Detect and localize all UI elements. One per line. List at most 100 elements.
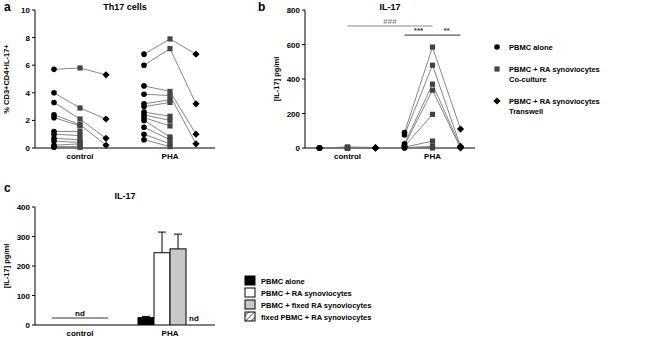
y-axis-label: [IL-17] pg/ml bbox=[272, 57, 281, 102]
chart-title: IL-17 bbox=[114, 191, 135, 201]
legend-swatch bbox=[245, 312, 255, 321]
data-point bbox=[192, 51, 199, 58]
x-tick-label: PHA bbox=[162, 329, 179, 338]
error-cap bbox=[142, 316, 150, 317]
pair-line bbox=[144, 115, 170, 121]
pair-line bbox=[320, 147, 348, 148]
y-tick-label: 0 bbox=[26, 144, 31, 153]
pair-line bbox=[54, 115, 80, 125]
plot-area bbox=[317, 44, 464, 151]
data-point bbox=[102, 115, 109, 122]
data-point bbox=[141, 125, 147, 131]
error-cap bbox=[174, 234, 182, 235]
data-point bbox=[345, 145, 350, 150]
pair-line bbox=[80, 68, 106, 75]
legend-line: Co-culture bbox=[509, 75, 547, 84]
y-tick bbox=[302, 148, 305, 149]
pair-line bbox=[348, 147, 376, 148]
error-cap bbox=[158, 232, 166, 233]
data-point bbox=[372, 144, 379, 151]
data-point bbox=[345, 145, 350, 150]
legend-label: PBMC alone bbox=[509, 43, 553, 52]
pair-line bbox=[433, 65, 461, 146]
pair-line bbox=[144, 39, 170, 54]
y-tick bbox=[302, 44, 305, 45]
data-point bbox=[51, 100, 57, 106]
data-point bbox=[192, 140, 199, 147]
data-point bbox=[402, 145, 408, 151]
y-tick bbox=[302, 113, 305, 114]
legend-line: PBMC + RA synoviocytes bbox=[509, 97, 600, 106]
pair-line bbox=[405, 148, 433, 149]
x-axis-line bbox=[35, 325, 215, 326]
data-point bbox=[317, 145, 323, 151]
legend-label: PBMC + RA synoviocytesCo-culture bbox=[509, 65, 600, 84]
data-point bbox=[345, 145, 350, 150]
pair-line bbox=[54, 146, 80, 147]
data-point bbox=[430, 112, 435, 117]
data-point bbox=[457, 125, 464, 132]
y-tick bbox=[32, 10, 35, 11]
legend-swatch bbox=[245, 276, 255, 285]
pair-line bbox=[170, 91, 196, 134]
pair-line bbox=[433, 84, 461, 147]
pair-line bbox=[54, 118, 80, 126]
data-point bbox=[141, 131, 147, 137]
pair-line bbox=[54, 68, 80, 69]
pair-line bbox=[144, 134, 170, 144]
data-point bbox=[77, 123, 82, 128]
x-tick-label: control bbox=[66, 329, 93, 338]
y-tick bbox=[32, 295, 35, 296]
pair-line bbox=[170, 96, 196, 144]
pair-line bbox=[405, 146, 433, 147]
panel-c: cIL-17[IL-17] pg/ml0100200300400controlP… bbox=[2, 181, 371, 338]
data-point bbox=[317, 145, 323, 151]
panel-b: bIL-17[IL-17] pg/ml0200400600800controlP… bbox=[258, 0, 600, 161]
chart-title: Th17 cells bbox=[103, 2, 147, 12]
y-tick-label: 0 bbox=[296, 144, 301, 153]
plot-area bbox=[138, 232, 186, 325]
panel-label: b bbox=[258, 0, 265, 14]
panel-a: aTh17 cells% CD3+CD4+IL-17+0246810contro… bbox=[2, 0, 215, 161]
x-axis-line bbox=[305, 148, 475, 149]
data-point bbox=[430, 44, 435, 49]
bar bbox=[170, 249, 186, 325]
figure: aTh17 cells% CD3+CD4+IL-17+0246810contro… bbox=[0, 0, 650, 341]
pair-line bbox=[433, 90, 461, 148]
y-axis-line bbox=[35, 10, 36, 148]
data-point bbox=[51, 90, 57, 96]
data-point bbox=[102, 135, 109, 142]
data-point bbox=[77, 116, 82, 121]
pair-line bbox=[80, 125, 106, 146]
pair-line bbox=[405, 141, 433, 147]
x-tick-label: control bbox=[334, 152, 361, 161]
y-tick-label: 100 bbox=[17, 292, 31, 301]
data-point bbox=[430, 63, 435, 68]
data-point bbox=[457, 144, 464, 151]
legend-marker bbox=[494, 66, 499, 71]
legend-label: fixed PBMC + RA synoviocytes bbox=[261, 313, 371, 322]
y-tick bbox=[32, 37, 35, 38]
pair-line bbox=[144, 102, 170, 106]
y-tick-label: 8 bbox=[26, 34, 31, 43]
data-point bbox=[317, 145, 323, 151]
data-point bbox=[430, 88, 435, 93]
data-point bbox=[141, 62, 147, 68]
bar bbox=[154, 253, 170, 325]
pair-line bbox=[405, 84, 433, 144]
data-point bbox=[372, 144, 379, 151]
x-tick-label: control bbox=[66, 152, 93, 161]
data-point bbox=[102, 142, 109, 149]
data-point bbox=[77, 145, 82, 150]
panel-label: a bbox=[4, 0, 11, 14]
pair-line bbox=[54, 134, 80, 135]
data-point bbox=[77, 65, 82, 70]
y-tick bbox=[302, 10, 305, 11]
x-tick-label: PHA bbox=[424, 152, 441, 161]
significance-label: *** bbox=[414, 26, 424, 35]
legend-marker bbox=[493, 97, 500, 104]
error-bar bbox=[178, 234, 179, 249]
y-tick bbox=[302, 79, 305, 80]
pair-line bbox=[320, 147, 348, 148]
pair-line bbox=[170, 49, 196, 104]
